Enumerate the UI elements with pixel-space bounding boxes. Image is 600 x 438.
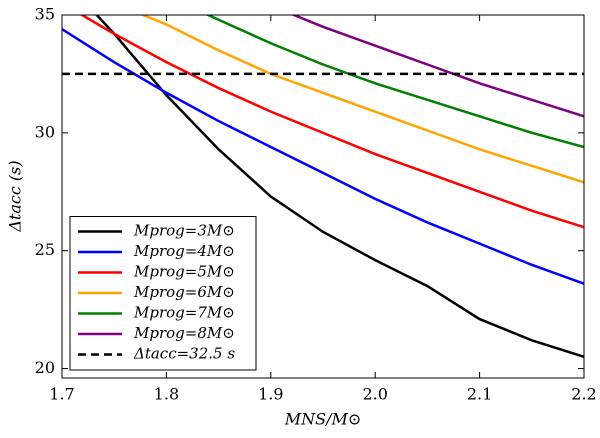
x-axis-label: MNS/M⊙ — [284, 410, 362, 429]
x-tick-label: 2.1 — [467, 385, 492, 404]
legend-label: Δtacc=32.5 s — [133, 345, 235, 363]
plot-lines — [62, 15, 584, 358]
series-line — [95, 15, 584, 358]
y-tick-label: 35 — [35, 5, 55, 24]
y-tick-label: 30 — [35, 122, 55, 141]
x-tick-label: 2.0 — [362, 385, 387, 404]
y-axis-label: Δtacc (s) — [6, 160, 25, 232]
legend-label: Mprog=6M⊙ — [133, 283, 235, 301]
series-line — [205, 15, 584, 149]
series-line — [62, 28, 584, 285]
series-line — [139, 15, 584, 184]
legend-label: Mprog=5M⊙ — [133, 263, 235, 281]
plot-frame — [61, 14, 585, 379]
legend-label: Mprog=8M⊙ — [133, 324, 235, 342]
x-tick-label: 1.7 — [49, 385, 74, 404]
legend: Mprog=3M⊙ Mprog=4M⊙ Mprog=5M⊙ Mprog=6M⊙ Mpro… — [69, 216, 257, 371]
series-line — [79, 15, 584, 229]
series-line — [290, 15, 584, 118]
x-tick-label: 1.9 — [258, 385, 283, 404]
x-tick-label: 1.8 — [154, 385, 179, 404]
legend-label: Mprog=3M⊙ — [133, 222, 235, 240]
legend-label: Mprog=7M⊙ — [133, 304, 235, 322]
x-tick-label: 2.2 — [571, 385, 596, 404]
legend-box — [69, 216, 257, 371]
y-tick-label: 20 — [35, 358, 55, 377]
y-tick-label: 25 — [35, 240, 55, 259]
legend-label: Mprog=4M⊙ — [133, 242, 235, 260]
